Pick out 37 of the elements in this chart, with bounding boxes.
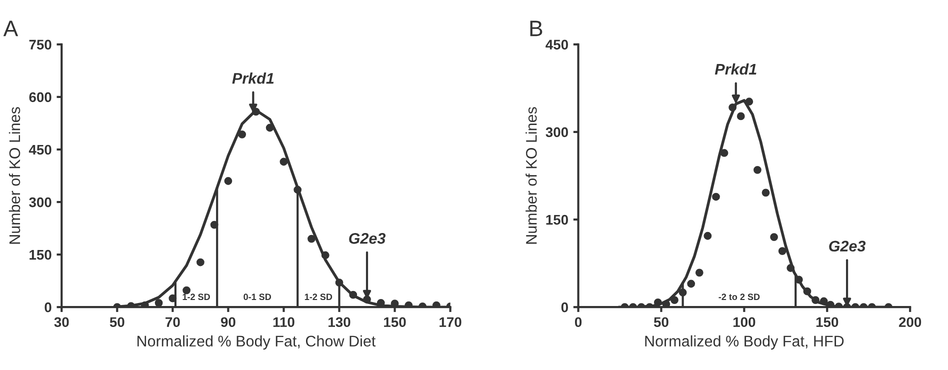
annotation: Prkd1	[232, 72, 274, 84]
y-tick-label: 150	[546, 214, 568, 225]
y-tick-label: 450	[28, 144, 52, 155]
annotation: 1-2 SD	[304, 294, 332, 300]
chart-title: B	[530, 20, 542, 36]
annotation: 1-2 SD	[182, 294, 210, 300]
annotation: Prkd1	[714, 63, 756, 75]
x-axis-title: Normalized % Body Fat, HFD	[645, 335, 844, 350]
x-tick-label: 200	[898, 317, 922, 328]
y-tick-label: 0	[561, 302, 568, 312]
y-tick-label: 450	[546, 40, 568, 50]
y-axis-title: Number of KO Lines	[8, 107, 20, 244]
x-tick-label: 0	[574, 317, 582, 328]
annotation: 0-1 SD	[244, 294, 272, 300]
x-tick-label: 100	[733, 317, 756, 328]
x-tick-label: 50	[654, 317, 668, 328]
annotation: -2 to 2 SD	[718, 294, 760, 300]
y-axis-title: Number of KO Lines	[526, 107, 537, 244]
x-tick-label: 150	[816, 317, 838, 328]
x-tick-label: 130	[328, 317, 350, 328]
y-tick-label: 0	[44, 302, 52, 312]
x-tick-label: 110	[273, 317, 294, 328]
x-axis-title: Normalized % Body Fat, Chow Diet	[138, 335, 376, 350]
chart-title: A	[3, 20, 18, 36]
y-tick-label: 750	[29, 40, 52, 50]
y-tick-label: 300	[546, 127, 568, 138]
x-tick-label: 150	[384, 317, 406, 328]
x-tick-label: 50	[110, 317, 124, 328]
x-tick-label: 170	[440, 317, 462, 328]
y-tick-label: 300	[29, 197, 52, 208]
y-tick-label: 600	[29, 92, 52, 102]
x-tick-label: 30	[54, 317, 69, 328]
annotation: G2e3	[829, 240, 866, 252]
x-tick-label: 90	[220, 317, 236, 328]
x-tick-label: 70	[166, 317, 180, 328]
y-tick-label: 150	[30, 250, 52, 260]
annotation: G2e3	[349, 233, 386, 244]
